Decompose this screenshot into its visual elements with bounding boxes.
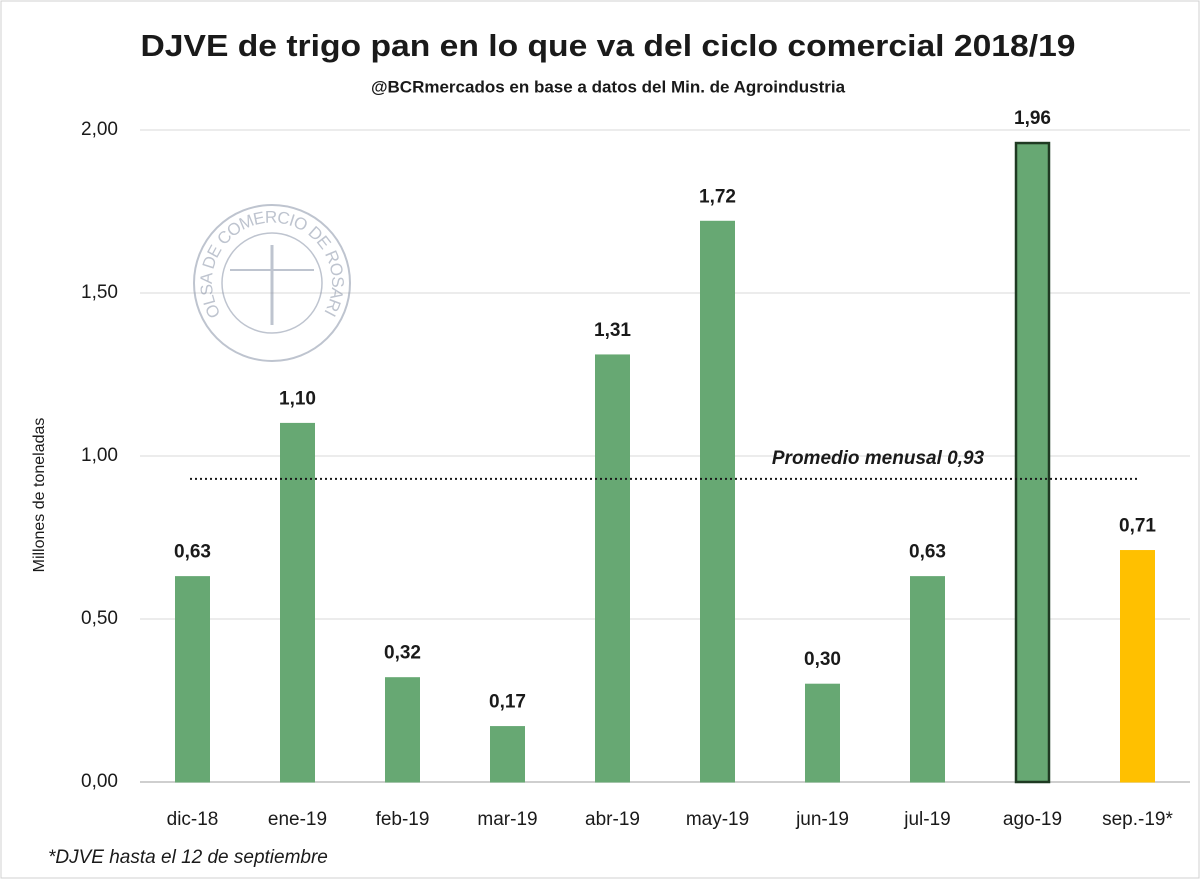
x-tick-label: abr-19 [585, 809, 640, 830]
x-tick-label: dic-18 [167, 809, 219, 830]
bar [700, 220, 735, 783]
watermark-ring [193, 204, 351, 362]
value-label: 1,10 [279, 388, 316, 409]
y-axis-label: Millones de toneladas [31, 418, 48, 573]
x-tick-label: ago-19 [1003, 809, 1062, 830]
y-tick-label: 0,50 [81, 608, 118, 629]
value-label: 0,71 [1119, 516, 1156, 537]
bar [490, 726, 525, 783]
x-tick-label: jul-19 [903, 809, 950, 830]
x-tick-label: sep.-19* [1102, 809, 1173, 830]
value-label: 1,96 [1014, 108, 1051, 129]
value-label: 0,30 [804, 649, 841, 670]
x-tick-label: may-19 [686, 809, 749, 830]
x-tick-label: feb-19 [376, 809, 430, 830]
x-tick-label: mar-19 [477, 809, 537, 830]
y-tick-label: 1,50 [81, 282, 118, 303]
bar [1120, 550, 1155, 783]
bar [385, 677, 420, 783]
value-label: 0,17 [489, 692, 526, 713]
chart-title: DJVE de trigo pan en lo que va del ciclo… [141, 28, 1076, 63]
bar [595, 354, 630, 783]
y-tick-label: 2,00 [81, 119, 118, 140]
bar [280, 422, 315, 783]
y-tick-label: 0,00 [81, 771, 118, 792]
x-tick-label: ene-19 [268, 809, 327, 830]
value-label: 0,63 [174, 542, 211, 563]
y-tick-label: 1,00 [81, 445, 118, 466]
x-tick-label: jun-19 [795, 809, 849, 830]
average-label: Promedio menusal 0,93 [772, 448, 985, 469]
bar [910, 576, 945, 783]
value-label: 1,31 [594, 320, 631, 341]
bar [175, 576, 210, 783]
value-label: 1,72 [699, 186, 736, 207]
watermark-ring [221, 232, 323, 334]
chart-subtitle: @BCRmercados en base a datos del Min. de… [371, 77, 846, 96]
bar [805, 683, 840, 783]
bar [1014, 141, 1051, 784]
value-label: 0,63 [909, 542, 946, 563]
footnote: *DJVE hasta el 12 de septiembre [48, 847, 328, 868]
value-label: 0,32 [384, 643, 421, 664]
